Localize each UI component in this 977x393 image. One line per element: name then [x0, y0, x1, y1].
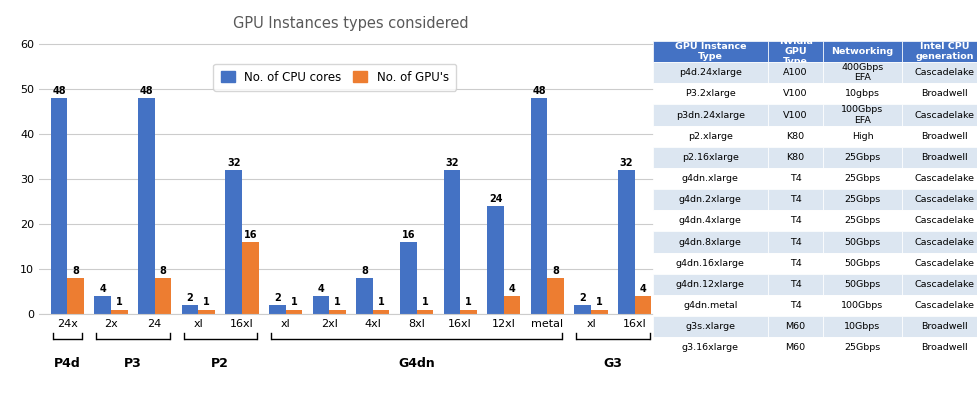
Bar — [329, 310, 346, 314]
Bar — [226, 171, 242, 314]
Bar — [574, 305, 591, 314]
Bar — [591, 310, 608, 314]
Bar — [444, 171, 460, 314]
Text: 8: 8 — [361, 266, 368, 276]
Text: 24: 24 — [488, 194, 502, 204]
Bar — [313, 296, 329, 314]
Bar — [67, 278, 84, 314]
Text: 4: 4 — [509, 284, 516, 294]
Text: 32: 32 — [619, 158, 633, 168]
Text: 1: 1 — [290, 297, 297, 307]
Text: 1: 1 — [378, 297, 385, 307]
Bar — [547, 278, 564, 314]
Bar — [460, 310, 477, 314]
Bar — [504, 296, 521, 314]
Text: 8: 8 — [159, 266, 166, 276]
Bar — [285, 310, 302, 314]
Text: P3: P3 — [124, 357, 142, 370]
Text: 48: 48 — [53, 86, 66, 95]
Bar — [111, 310, 128, 314]
Text: 4: 4 — [318, 284, 324, 294]
Bar — [154, 278, 171, 314]
Bar — [531, 98, 547, 314]
Bar — [269, 305, 285, 314]
Text: 48: 48 — [140, 86, 153, 95]
Bar — [400, 242, 416, 314]
Text: 4: 4 — [100, 284, 106, 294]
Legend: No. of CPU cores, No. of GPU's: No. of CPU cores, No. of GPU's — [213, 64, 456, 91]
Bar — [95, 296, 111, 314]
Text: 2: 2 — [187, 293, 193, 303]
Text: 1: 1 — [421, 297, 428, 307]
Title: GPU Instances types considered: GPU Instances types considered — [234, 17, 469, 31]
Text: P4d: P4d — [54, 357, 81, 370]
Text: 32: 32 — [227, 158, 240, 168]
Bar — [618, 171, 635, 314]
Text: G4dn: G4dn — [399, 357, 435, 370]
Bar — [182, 305, 198, 314]
Text: 1: 1 — [596, 297, 603, 307]
Text: 32: 32 — [446, 158, 458, 168]
Text: 16: 16 — [243, 230, 257, 240]
Text: 2: 2 — [274, 293, 280, 303]
Text: 2: 2 — [579, 293, 586, 303]
Bar — [357, 278, 373, 314]
Bar — [373, 310, 390, 314]
Bar — [488, 206, 504, 314]
Text: 1: 1 — [116, 297, 123, 307]
Bar — [416, 310, 433, 314]
Text: 8: 8 — [552, 266, 559, 276]
Text: 48: 48 — [532, 86, 546, 95]
Bar — [198, 310, 215, 314]
Bar — [242, 242, 259, 314]
Text: 1: 1 — [465, 297, 472, 307]
Text: P2: P2 — [211, 357, 230, 370]
Text: 1: 1 — [334, 297, 341, 307]
Text: G3: G3 — [604, 357, 622, 370]
Text: 8: 8 — [72, 266, 79, 276]
Bar — [635, 296, 652, 314]
Text: 16: 16 — [402, 230, 415, 240]
Bar — [51, 98, 67, 314]
Text: 4: 4 — [640, 284, 647, 294]
Bar — [138, 98, 154, 314]
Text: 1: 1 — [203, 297, 210, 307]
